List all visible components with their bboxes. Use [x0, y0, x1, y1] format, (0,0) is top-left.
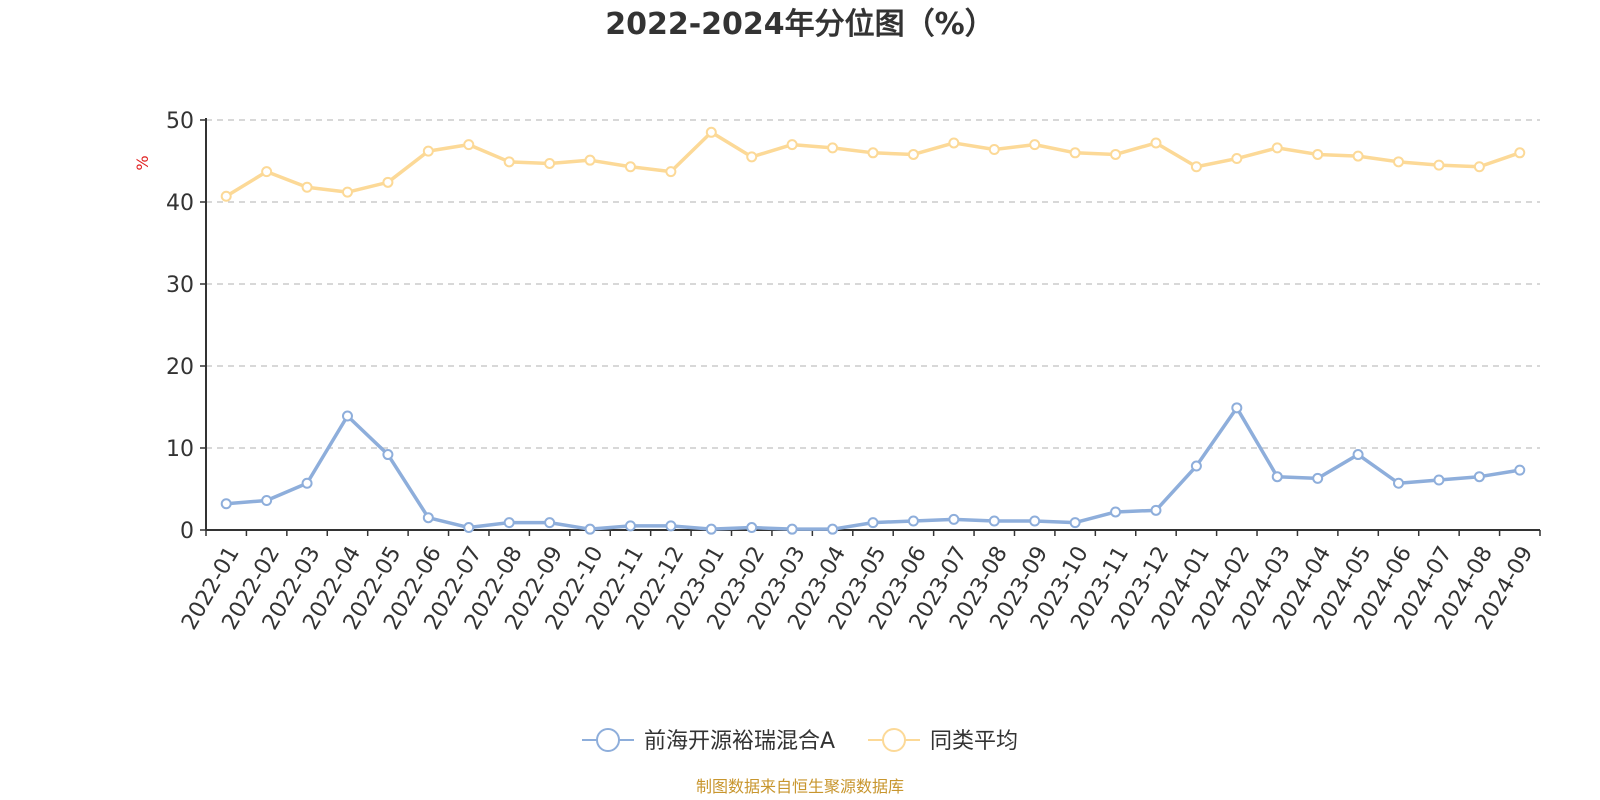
- data-point[interactable]: [1393, 477, 1405, 489]
- data-point[interactable]: [1190, 460, 1202, 472]
- data-point[interactable]: [1352, 150, 1364, 162]
- data-point[interactable]: [1433, 474, 1445, 486]
- data-point[interactable]: [1110, 506, 1122, 518]
- data-point[interactable]: [988, 144, 1000, 156]
- data-point[interactable]: [1110, 148, 1122, 160]
- data-point[interactable]: [1473, 161, 1485, 173]
- data-point[interactable]: [665, 166, 677, 178]
- data-point[interactable]: [746, 522, 758, 534]
- data-point[interactable]: [1029, 515, 1041, 527]
- data-point[interactable]: [1514, 464, 1526, 476]
- data-point[interactable]: [220, 498, 232, 510]
- data-point[interactable]: [382, 449, 394, 461]
- data-point[interactable]: [827, 142, 839, 154]
- data-point[interactable]: [907, 148, 919, 160]
- data-point[interactable]: [827, 523, 839, 535]
- data-point[interactable]: [1433, 159, 1445, 171]
- y-tick-label: 50: [166, 109, 194, 134]
- legend-circle-icon: [882, 728, 906, 752]
- data-point[interactable]: [544, 517, 556, 529]
- data-source-note: 制图数据来自恒生聚源数据库: [696, 777, 904, 796]
- legend-item-1[interactable]: 同类平均: [868, 728, 1018, 754]
- data-point[interactable]: [422, 145, 434, 157]
- data-point[interactable]: [584, 154, 596, 166]
- data-point[interactable]: [1312, 472, 1324, 484]
- data-point[interactable]: [301, 181, 313, 193]
- data-point[interactable]: [261, 494, 273, 506]
- data-point[interactable]: [463, 522, 475, 534]
- data-point[interactable]: [341, 410, 353, 422]
- data-point[interactable]: [1069, 147, 1081, 159]
- data-point[interactable]: [382, 176, 394, 188]
- y-axis-unit-label: %: [133, 155, 152, 170]
- data-point[interactable]: [584, 523, 596, 535]
- y-tick-label: 40: [166, 191, 194, 216]
- data-point[interactable]: [1271, 471, 1283, 483]
- data-point[interactable]: [1029, 139, 1041, 151]
- data-point[interactable]: [341, 186, 353, 198]
- data-point[interactable]: [1514, 147, 1526, 159]
- data-point[interactable]: [1271, 142, 1283, 154]
- data-point[interactable]: [1352, 449, 1364, 461]
- data-point[interactable]: [1312, 148, 1324, 160]
- series-0: [220, 402, 1526, 535]
- series-line: [226, 406, 1521, 531]
- y-tick-label: 30: [166, 273, 194, 298]
- y-tick-label: 10: [166, 437, 194, 462]
- data-point[interactable]: [220, 190, 232, 202]
- chart-title: 2022-2024年分位图（%）: [605, 7, 995, 42]
- data-point[interactable]: [867, 517, 879, 529]
- data-point[interactable]: [1231, 153, 1243, 165]
- data-point[interactable]: [948, 137, 960, 149]
- data-point[interactable]: [786, 139, 798, 151]
- data-point[interactable]: [1393, 156, 1405, 168]
- legend-label: 同类平均: [930, 729, 1018, 754]
- series-group: [220, 126, 1526, 535]
- legend-circle-icon: [596, 728, 620, 752]
- data-point[interactable]: [1069, 517, 1081, 529]
- data-point[interactable]: [503, 156, 515, 168]
- y-tick-label: 20: [166, 355, 194, 380]
- data-point[interactable]: [705, 523, 717, 535]
- data-point[interactable]: [261, 166, 273, 178]
- data-point[interactable]: [422, 512, 434, 524]
- legend-label: 前海开源裕瑞混合A: [644, 729, 835, 754]
- data-point[interactable]: [624, 520, 636, 532]
- data-point[interactable]: [988, 515, 1000, 527]
- series-line: [225, 130, 1521, 198]
- data-point[interactable]: [463, 139, 475, 151]
- data-point[interactable]: [301, 477, 313, 489]
- data-point[interactable]: [948, 513, 960, 525]
- data-point[interactable]: [1473, 471, 1485, 483]
- data-point[interactable]: [624, 161, 636, 173]
- data-point[interactable]: [786, 523, 798, 535]
- data-point[interactable]: [867, 147, 879, 159]
- data-point[interactable]: [1231, 402, 1243, 414]
- data-point[interactable]: [746, 151, 758, 163]
- data-point[interactable]: [544, 157, 556, 169]
- legend-item-0[interactable]: 前海开源裕瑞混合A: [582, 728, 835, 754]
- data-point[interactable]: [907, 515, 919, 527]
- gridlines: [206, 119, 1540, 449]
- y-tick-label: 0: [180, 519, 194, 544]
- data-point[interactable]: [1150, 137, 1162, 149]
- legend[interactable]: 前海开源裕瑞混合A 同类平均: [582, 728, 1018, 754]
- data-point[interactable]: [1190, 161, 1202, 173]
- data-point[interactable]: [503, 517, 515, 529]
- data-point[interactable]: [665, 520, 677, 532]
- data-point[interactable]: [1150, 504, 1162, 516]
- data-point[interactable]: [705, 126, 717, 138]
- series-1: [220, 126, 1526, 202]
